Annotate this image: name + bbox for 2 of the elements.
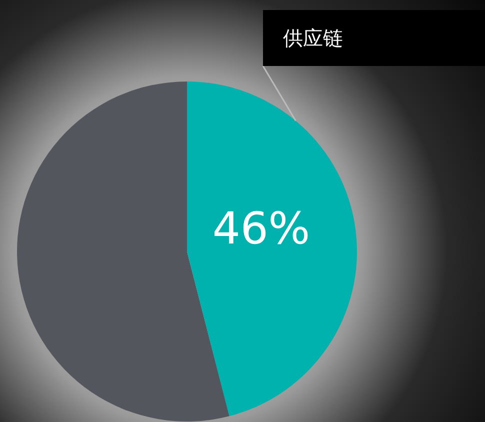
data-label: 46% (212, 204, 310, 255)
slice-label: 供应链 (283, 26, 343, 50)
